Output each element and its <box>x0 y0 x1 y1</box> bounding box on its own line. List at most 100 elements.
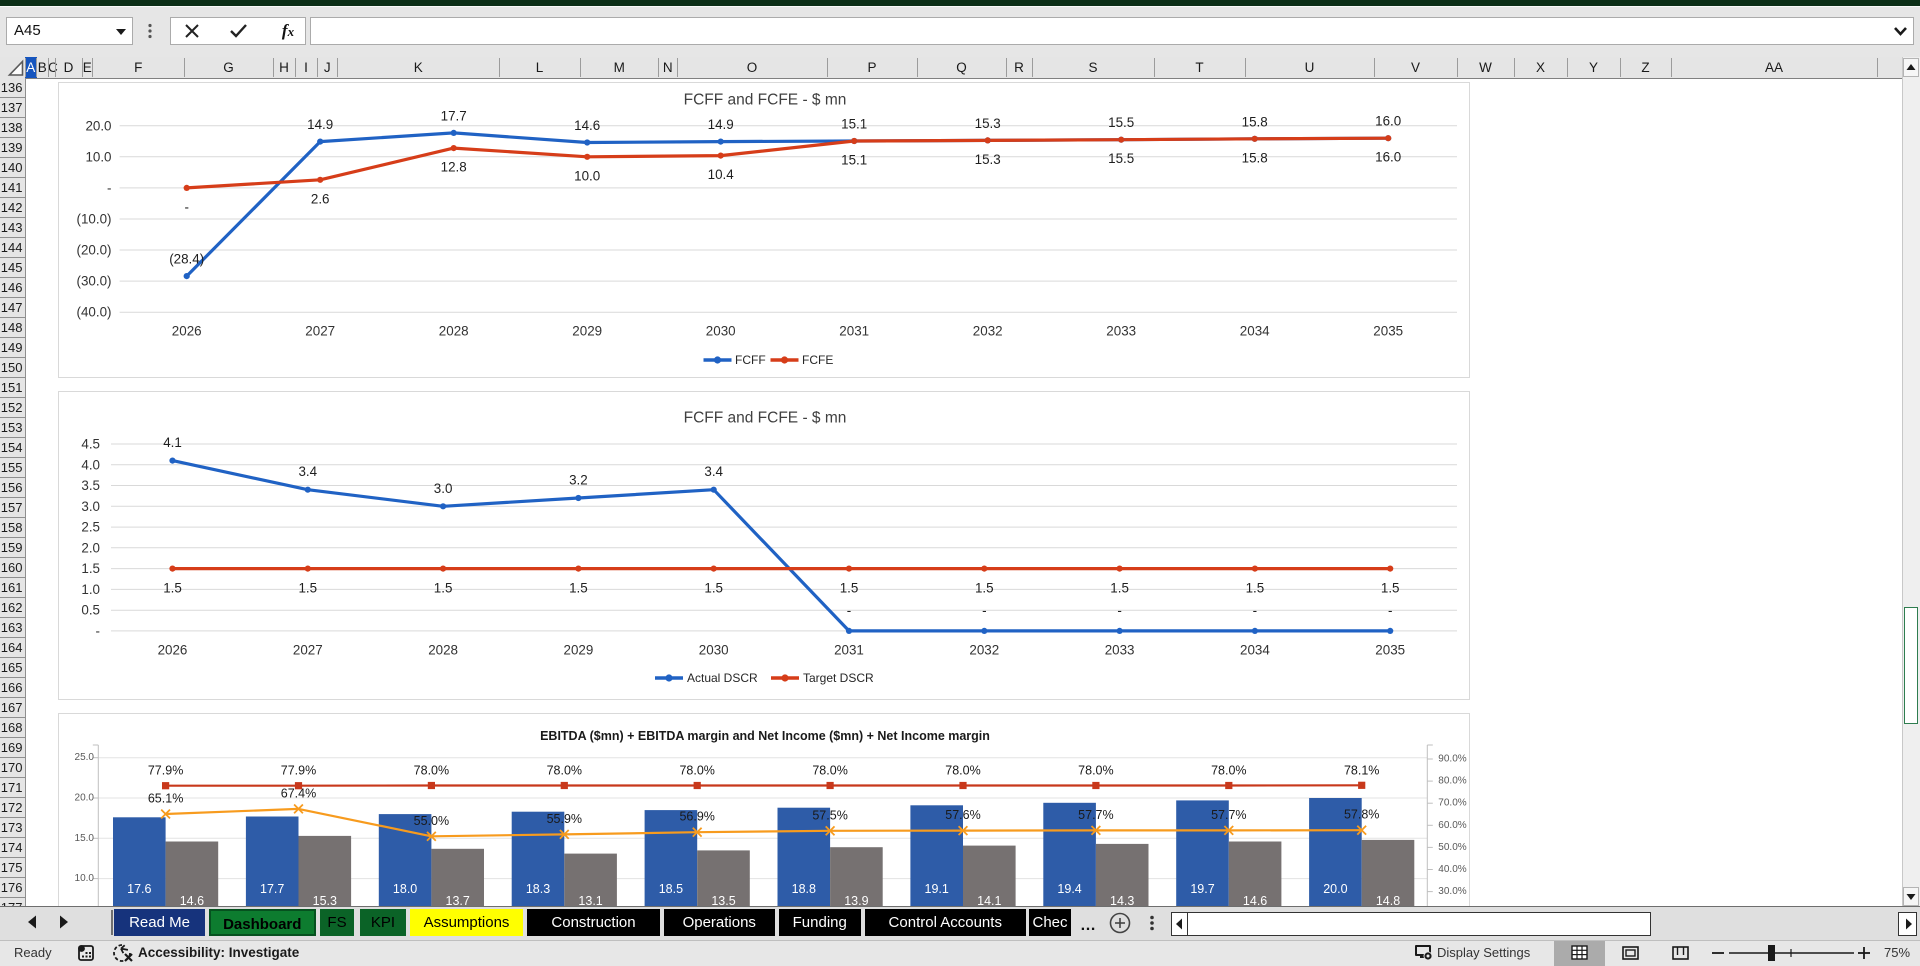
svg-text:-: - <box>847 603 851 618</box>
svg-text:2026: 2026 <box>158 643 188 658</box>
svg-text:1.5: 1.5 <box>840 581 859 596</box>
svg-text:15.3: 15.3 <box>975 152 1001 167</box>
svg-text:78.0%: 78.0% <box>945 764 980 778</box>
svg-text:(10.0): (10.0) <box>77 212 112 227</box>
svg-text:-: - <box>107 180 111 195</box>
svg-text:2032: 2032 <box>973 324 1003 339</box>
svg-text:-: - <box>982 603 986 618</box>
svg-text:16.0: 16.0 <box>1375 114 1401 129</box>
svg-text:2028: 2028 <box>439 324 469 339</box>
svg-text:3.5: 3.5 <box>81 478 100 493</box>
svg-text:2033: 2033 <box>1106 324 1136 339</box>
svg-text:14.9: 14.9 <box>708 117 734 132</box>
svg-text:10.0: 10.0 <box>574 168 600 183</box>
svg-text:13.5: 13.5 <box>711 894 735 906</box>
svg-text:1.5: 1.5 <box>1246 581 1265 596</box>
svg-text:2027: 2027 <box>293 643 323 658</box>
svg-text:57.7%: 57.7% <box>1078 808 1113 822</box>
svg-text:0.5: 0.5 <box>81 603 100 618</box>
svg-text:10.0: 10.0 <box>75 873 95 884</box>
svg-text:Target DSCR: Target DSCR <box>803 671 874 685</box>
svg-text:14.6: 14.6 <box>574 118 600 133</box>
svg-text:17.7: 17.7 <box>260 882 284 896</box>
svg-text:78.0%: 78.0% <box>547 764 582 778</box>
svg-text:1.5: 1.5 <box>163 581 182 596</box>
svg-text:30.0%: 30.0% <box>1438 886 1466 897</box>
svg-text:2027: 2027 <box>305 324 335 339</box>
svg-text:2.0: 2.0 <box>81 540 100 555</box>
svg-text:3.4: 3.4 <box>298 464 317 479</box>
svg-text:14.8: 14.8 <box>1376 894 1400 906</box>
svg-text:(20.0): (20.0) <box>77 243 112 258</box>
svg-text:57.7%: 57.7% <box>1211 808 1246 822</box>
svg-text:55.9%: 55.9% <box>547 812 582 826</box>
svg-text:15.8: 15.8 <box>1242 114 1268 129</box>
svg-text:78.0%: 78.0% <box>1078 764 1113 778</box>
svg-text:2030: 2030 <box>699 643 729 658</box>
svg-text:12.8: 12.8 <box>441 160 467 175</box>
svg-text:3.4: 3.4 <box>704 464 723 479</box>
svg-text:19.1: 19.1 <box>925 882 949 896</box>
svg-text:19.7: 19.7 <box>1190 882 1214 896</box>
svg-text:(28.4): (28.4) <box>169 252 204 267</box>
svg-text:2034: 2034 <box>1240 643 1270 658</box>
svg-text:(30.0): (30.0) <box>77 274 112 289</box>
svg-text:-: - <box>1253 603 1257 618</box>
svg-text:1.5: 1.5 <box>1381 581 1400 596</box>
svg-text:65.1%: 65.1% <box>148 792 183 806</box>
svg-text:FCFE: FCFE <box>802 353 833 367</box>
svg-text:2.6: 2.6 <box>311 191 330 206</box>
svg-text:56.9%: 56.9% <box>679 810 714 824</box>
svg-text:2028: 2028 <box>428 643 458 658</box>
svg-text:15.3: 15.3 <box>313 894 337 906</box>
svg-text:13.1: 13.1 <box>578 894 602 906</box>
svg-text:-: - <box>1388 603 1392 618</box>
svg-text:20.0: 20.0 <box>75 793 95 804</box>
svg-text:14.6: 14.6 <box>180 894 204 906</box>
svg-text:78.1%: 78.1% <box>1344 763 1379 777</box>
svg-text:15.3: 15.3 <box>975 116 1001 131</box>
svg-text:25.0: 25.0 <box>75 752 95 763</box>
svg-text:15.8: 15.8 <box>1242 150 1268 165</box>
svg-text:14.1: 14.1 <box>977 894 1001 906</box>
svg-text:1.5: 1.5 <box>81 561 100 576</box>
svg-text:10.4: 10.4 <box>708 167 735 182</box>
svg-text:2031: 2031 <box>839 324 869 339</box>
svg-text:1.0: 1.0 <box>81 582 100 597</box>
svg-text:13.7: 13.7 <box>446 894 470 906</box>
svg-text:2029: 2029 <box>572 324 602 339</box>
svg-text:20.0: 20.0 <box>85 118 111 133</box>
svg-text:4.5: 4.5 <box>81 437 100 452</box>
svg-text:70.0%: 70.0% <box>1438 798 1466 809</box>
svg-text:10.0: 10.0 <box>85 149 111 164</box>
svg-text:FCFF and FCFE - $ mn: FCFF and FCFE - $ mn <box>684 92 847 109</box>
svg-text:77.9%: 77.9% <box>281 764 316 778</box>
svg-text:EBITDA ($mn) + EBITDA margin a: EBITDA ($mn) + EBITDA margin and Net Inc… <box>540 729 990 743</box>
svg-text:78.0%: 78.0% <box>1211 764 1246 778</box>
svg-text:1.5: 1.5 <box>1110 581 1129 596</box>
svg-text:20.0: 20.0 <box>1323 882 1347 896</box>
svg-text:57.8%: 57.8% <box>1344 808 1379 822</box>
svg-text:78.0%: 78.0% <box>414 764 449 778</box>
svg-text:80.0%: 80.0% <box>1438 776 1466 787</box>
svg-text:3.0: 3.0 <box>434 481 453 496</box>
svg-text:1.5: 1.5 <box>298 581 317 596</box>
svg-text:2034: 2034 <box>1240 324 1270 339</box>
svg-text:18.8: 18.8 <box>792 882 816 896</box>
svg-text:90.0%: 90.0% <box>1438 754 1466 765</box>
svg-text:57.6%: 57.6% <box>945 808 980 822</box>
svg-text:13.9: 13.9 <box>844 894 868 906</box>
svg-text:2031: 2031 <box>834 643 864 658</box>
svg-text:57.5%: 57.5% <box>812 808 847 822</box>
svg-text:15.1: 15.1 <box>841 153 867 168</box>
svg-text:1.5: 1.5 <box>569 581 588 596</box>
svg-text:3.2: 3.2 <box>569 473 588 488</box>
svg-text:15.5: 15.5 <box>1108 151 1134 166</box>
svg-text:15.5: 15.5 <box>1108 115 1134 130</box>
svg-text:-: - <box>96 623 100 638</box>
svg-text:2029: 2029 <box>564 643 594 658</box>
svg-text:FCFF: FCFF <box>735 353 766 367</box>
svg-text:2033: 2033 <box>1105 643 1135 658</box>
svg-text:2026: 2026 <box>172 324 202 339</box>
svg-text:4.0: 4.0 <box>81 457 100 472</box>
